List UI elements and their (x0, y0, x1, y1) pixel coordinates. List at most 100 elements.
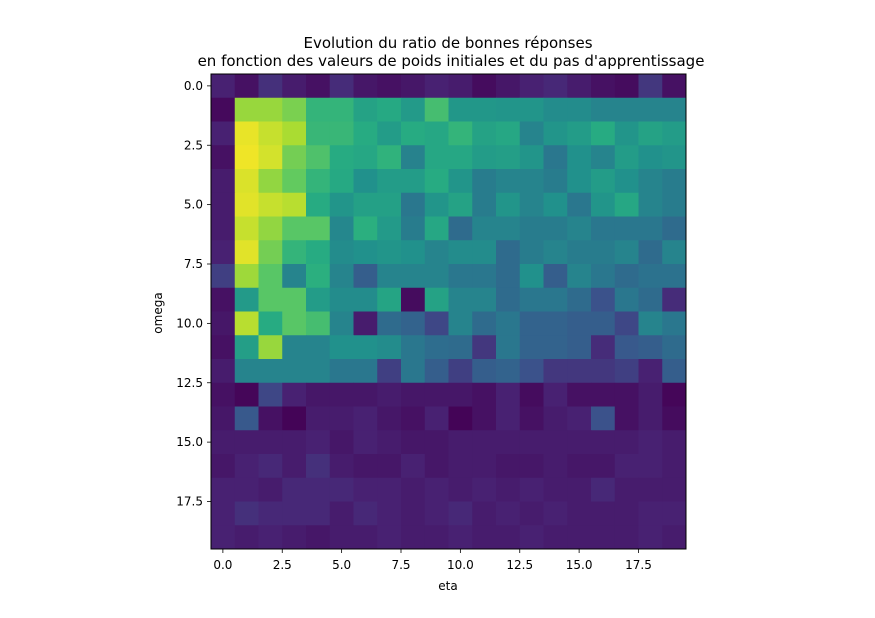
heatmap-cell (329, 382, 354, 407)
heatmap-cell (543, 525, 568, 550)
heatmap-cell (353, 525, 378, 550)
heatmap-cell (662, 287, 687, 312)
heatmap-cell (211, 97, 236, 122)
heatmap-cell (377, 121, 402, 146)
heatmap-cell (519, 454, 544, 479)
heatmap-cell (424, 192, 449, 217)
heatmap-cell (282, 216, 307, 241)
heatmap-cell (353, 145, 378, 170)
heatmap-cell (329, 311, 354, 336)
heatmap-cell (496, 359, 521, 384)
heatmap-cell (519, 359, 544, 384)
heatmap-cell (306, 382, 331, 407)
x-tick-label: 0.0 (213, 558, 232, 572)
heatmap-cell (496, 477, 521, 502)
heatmap-cell (543, 97, 568, 122)
heatmap-cell (329, 430, 354, 455)
heatmap-cell (353, 97, 378, 122)
heatmap-cell (448, 264, 473, 289)
heatmap-cell (401, 287, 426, 312)
heatmap-cell (448, 501, 473, 526)
heatmap-cell (614, 121, 639, 146)
heatmap-cell (211, 145, 236, 170)
heatmap-cell (567, 525, 592, 550)
heatmap-cell (258, 454, 283, 479)
heatmap-cell (424, 145, 449, 170)
heatmap-cell (401, 216, 426, 241)
heatmap-cell (329, 169, 354, 194)
heatmap-cell (329, 264, 354, 289)
heatmap-cell (424, 311, 449, 336)
heatmap-cell (614, 359, 639, 384)
heatmap-cell (211, 406, 236, 431)
heatmap-cell (567, 335, 592, 360)
heatmap-cell (472, 145, 497, 170)
heatmap-cell (424, 121, 449, 146)
heatmap-cell (472, 169, 497, 194)
heatmap-cell (567, 477, 592, 502)
heatmap-cell (591, 501, 616, 526)
heatmap-cell (282, 287, 307, 312)
heatmap-cell (377, 216, 402, 241)
heatmap-cell (472, 311, 497, 336)
heatmap-cell (258, 382, 283, 407)
heatmap-cell (329, 192, 354, 217)
heatmap-cell (306, 335, 331, 360)
heatmap-cell (329, 406, 354, 431)
heatmap-cell (329, 454, 354, 479)
heatmap-cell (472, 240, 497, 265)
heatmap-cell (472, 477, 497, 502)
heatmap-cell (591, 430, 616, 455)
heatmap-cell (234, 192, 259, 217)
heatmap-cell (401, 477, 426, 502)
x-tick-label: 10.0 (447, 558, 474, 572)
heatmap-cell (543, 359, 568, 384)
heatmap-cell (567, 287, 592, 312)
heatmap-cell (543, 264, 568, 289)
heatmap-cell (401, 311, 426, 336)
heatmap-cell (377, 287, 402, 312)
heatmap-cell (496, 454, 521, 479)
heatmap-cell (543, 454, 568, 479)
heatmap-cell (211, 121, 236, 146)
heatmap-cell (519, 121, 544, 146)
heatmap-cell (543, 287, 568, 312)
heatmap-cell (401, 525, 426, 550)
heatmap-cell (662, 192, 687, 217)
heatmap-cell (662, 169, 687, 194)
heatmap-cell (543, 382, 568, 407)
heatmap-cell (638, 406, 663, 431)
heatmap-cell (353, 74, 378, 99)
heatmap-cell (448, 287, 473, 312)
heatmap-cell (519, 525, 544, 550)
heatmap-cell (282, 97, 307, 122)
heatmap-cell (282, 192, 307, 217)
heatmap-cell (496, 287, 521, 312)
heatmap-cell (638, 145, 663, 170)
heatmap-cell (377, 192, 402, 217)
heatmap-cell (353, 382, 378, 407)
heatmap-cell (543, 311, 568, 336)
heatmap-cell (567, 121, 592, 146)
heatmap-cell (234, 74, 259, 99)
heatmap-cell (329, 335, 354, 360)
heatmap-cell (424, 454, 449, 479)
heatmap-cell (472, 525, 497, 550)
heatmap-cell (353, 406, 378, 431)
heatmap-cell (448, 311, 473, 336)
heatmap-cell (591, 74, 616, 99)
heatmap-cell (591, 335, 616, 360)
heatmap-cell (662, 525, 687, 550)
heatmap-cell (448, 145, 473, 170)
heatmap-cell (377, 74, 402, 99)
heatmap-cell (496, 501, 521, 526)
heatmap-cell (591, 382, 616, 407)
heatmap-cell (282, 74, 307, 99)
y-tick-label: 7.5 (184, 257, 203, 271)
heatmap-cell (258, 169, 283, 194)
heatmap-cell (638, 74, 663, 99)
heatmap-cell (306, 97, 331, 122)
heatmap-cell (614, 477, 639, 502)
heatmap-cell (306, 121, 331, 146)
heatmap-cell (234, 145, 259, 170)
